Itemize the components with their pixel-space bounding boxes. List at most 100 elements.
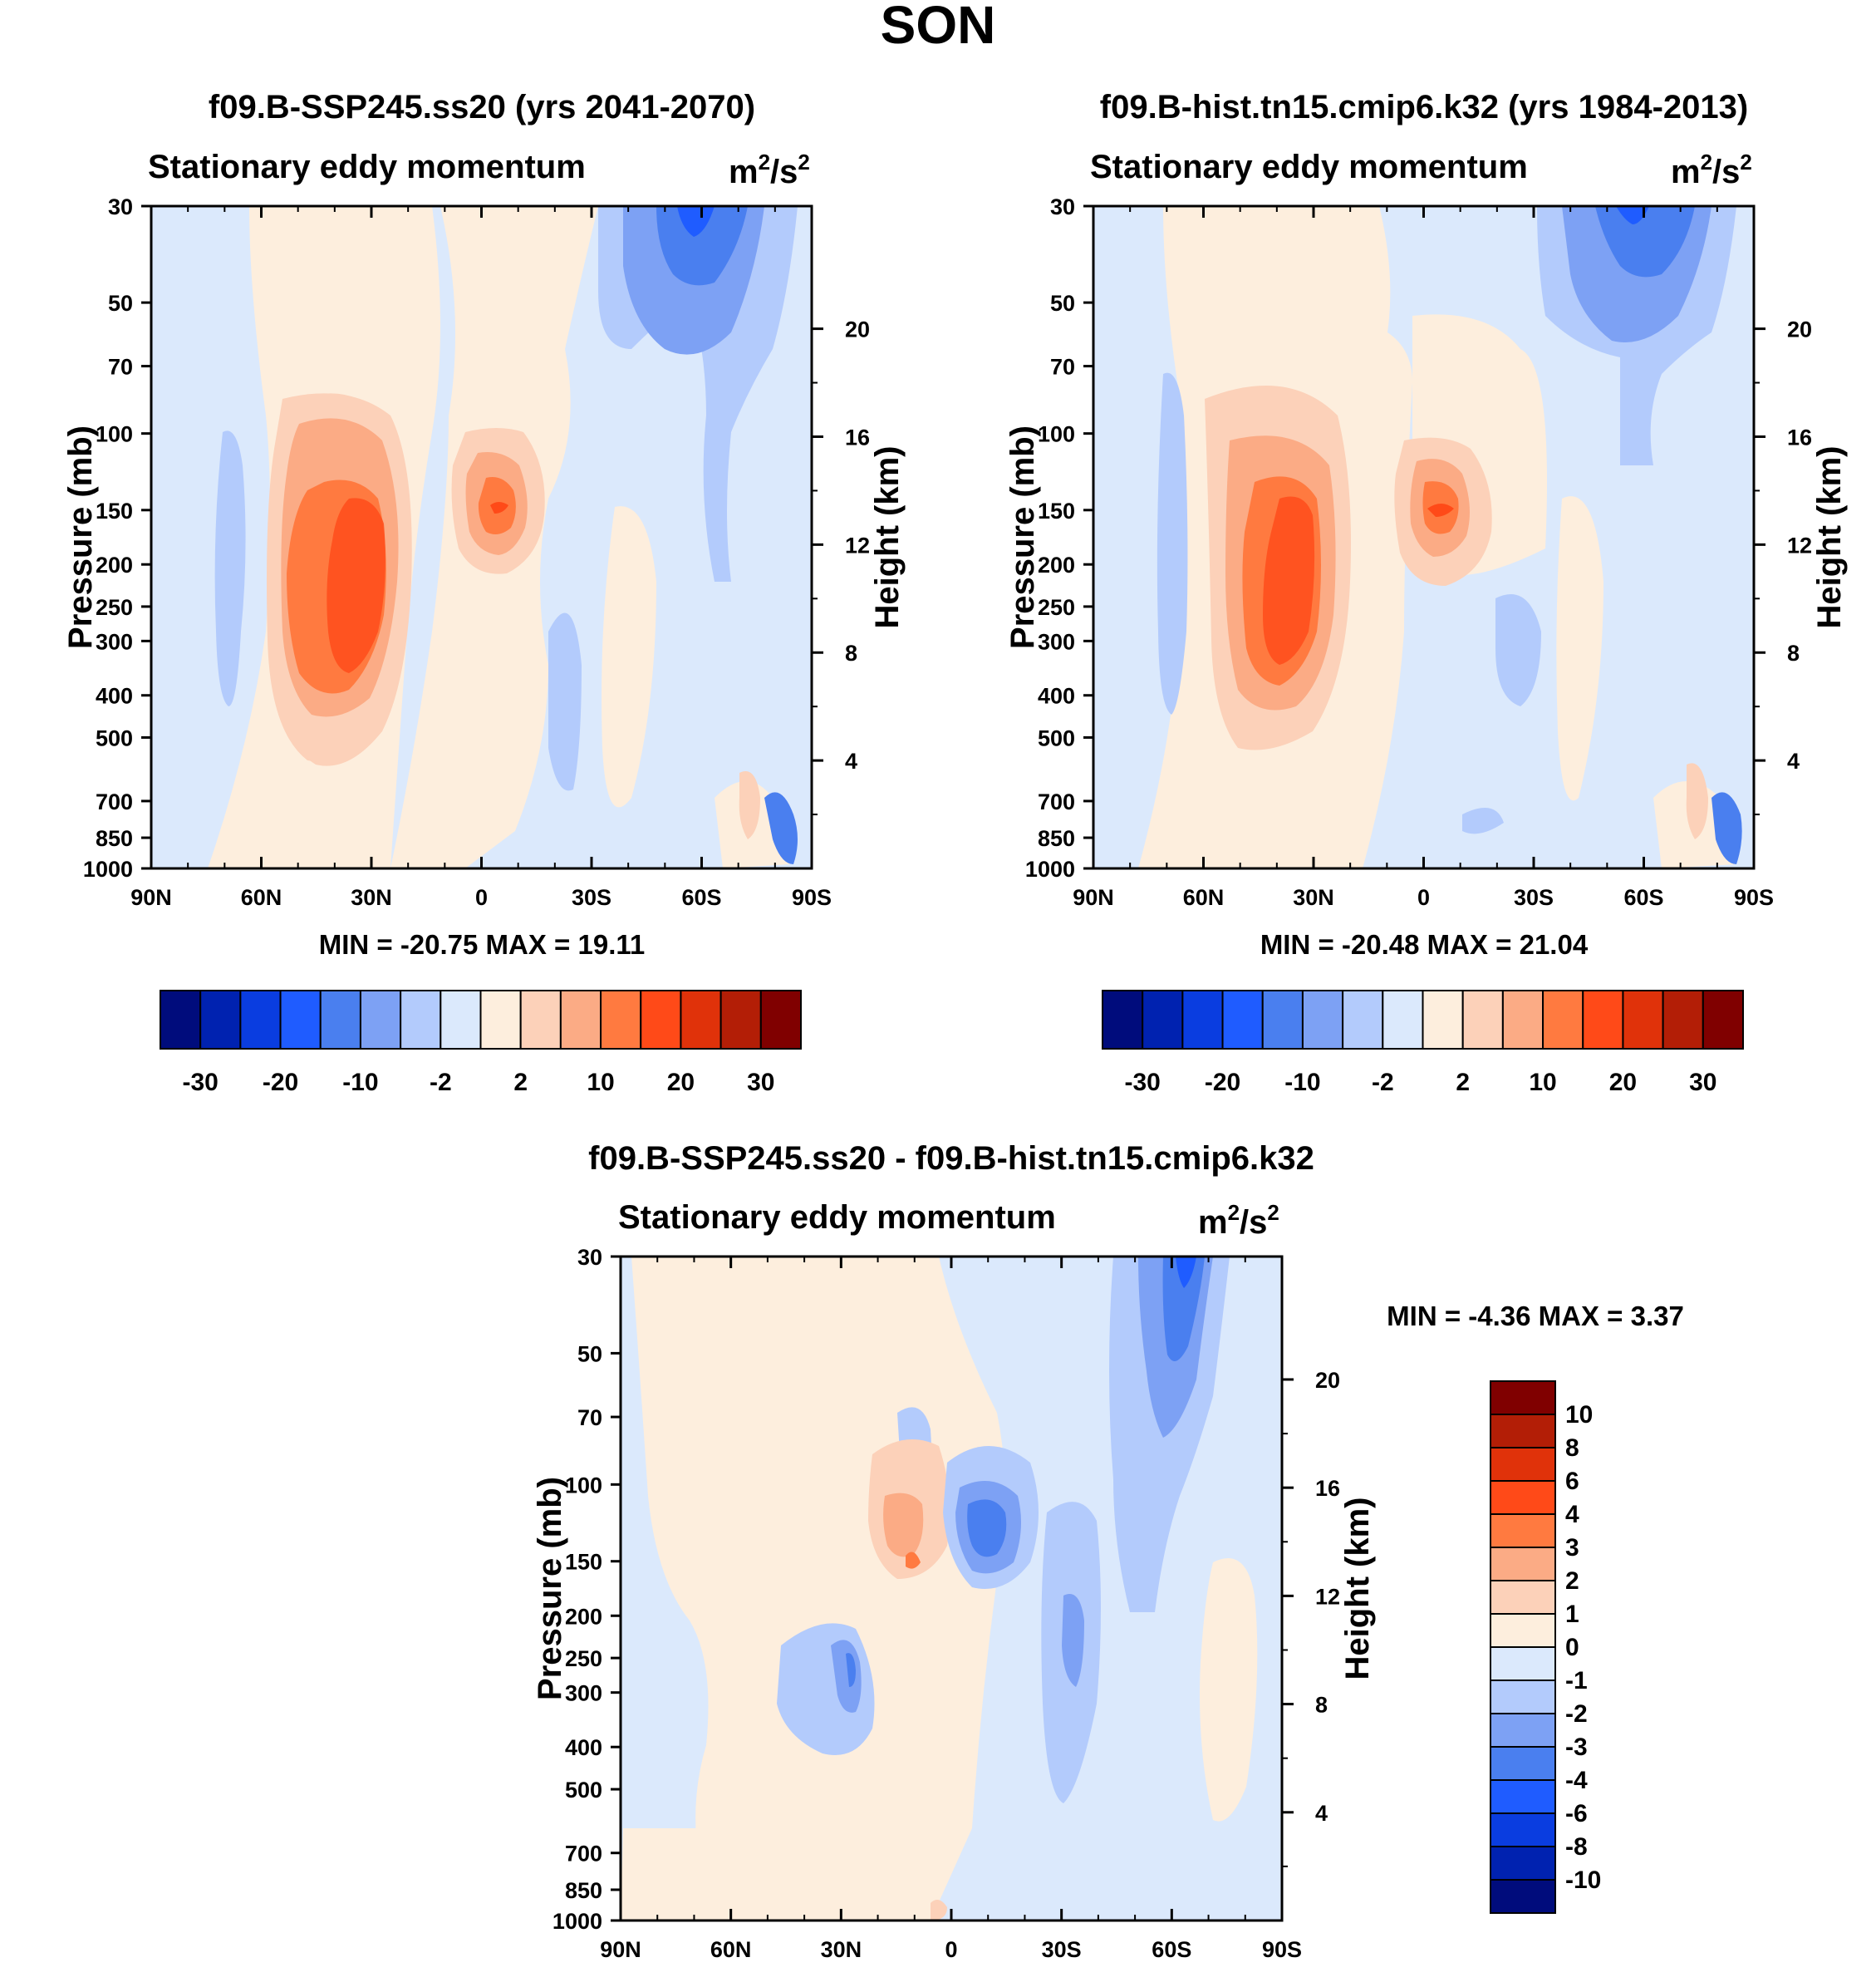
- x-tick-label: 60S: [681, 885, 721, 910]
- x-tick-label: 30S: [1042, 1937, 1082, 1962]
- colorbar-label: 8: [1565, 1434, 1579, 1462]
- colorbar-label: -8: [1565, 1833, 1588, 1861]
- y-tick-label: 100: [565, 1473, 602, 1498]
- y-tick-label: 150: [1038, 499, 1075, 524]
- x-tick-label: 90N: [1073, 885, 1114, 910]
- colorbar-swatch: [319, 990, 361, 1050]
- x-tick-label: 0: [475, 885, 488, 910]
- colorbar-label: 20: [1609, 1069, 1637, 1096]
- colorbar-swatch: [440, 990, 482, 1050]
- y-tick-label: 850: [1038, 826, 1075, 851]
- y-tick-label: 700: [565, 1842, 602, 1866]
- colorbar-label: -20: [1205, 1069, 1240, 1096]
- y-right-tick-label: 8: [1787, 641, 1800, 666]
- colorbar-label: -10: [342, 1069, 378, 1096]
- x-tick-label: 90S: [1262, 1937, 1302, 1962]
- x-tick-label: 60N: [1183, 885, 1225, 910]
- y-tick-label: 50: [1050, 291, 1075, 316]
- y-tick-label: 400: [1038, 684, 1075, 709]
- panel-a-contours: [151, 206, 812, 868]
- x-tick-label: 90S: [792, 885, 832, 910]
- y-tick-label: 100: [1038, 422, 1075, 447]
- y-tick-label: 70: [577, 1405, 602, 1430]
- y-tick-label: 70: [1050, 355, 1075, 380]
- y-tick-label: 500: [1038, 725, 1075, 750]
- colorbar-swatch: [680, 990, 722, 1050]
- panel-a-title: f09.B-SSP245.ss20 (yrs 2041-2070): [209, 89, 755, 125]
- colorbar-swatch: [759, 990, 802, 1050]
- y-right-axis-label: Height (km): [1811, 446, 1848, 629]
- colorbar-swatch: [719, 990, 762, 1050]
- colorbar-label: -2: [430, 1069, 452, 1096]
- colorbar-swatch: [1490, 1613, 1556, 1648]
- y-right-tick-label: 8: [1315, 1693, 1328, 1718]
- x-tick-label: 30S: [572, 885, 611, 910]
- y-right-tick-label: 20: [1315, 1368, 1340, 1393]
- y-tick-label: 30: [108, 194, 133, 219]
- panel-b-colorbar: -30 -20 -10 -2 2 10 20 30: [1102, 990, 1744, 1096]
- colorbar-swatch: [239, 990, 282, 1050]
- colorbar-swatch: [1461, 990, 1504, 1050]
- colorbar-swatch: [519, 990, 562, 1050]
- y-tick-label: 300: [96, 629, 133, 654]
- x-tick-label: 60N: [710, 1937, 752, 1962]
- colorbar-label: 2: [1456, 1069, 1470, 1096]
- y-tick-label: 250: [96, 595, 133, 620]
- colorbar-label: 10: [1529, 1069, 1556, 1096]
- colorbar-swatch: [1261, 990, 1304, 1050]
- panel-c: f09.B-SSP245.ss20 - f09.B-hist.tn15.cmip…: [532, 1140, 1684, 1962]
- y-right-tick-label: 20: [845, 317, 870, 342]
- y-tick-label: 50: [108, 291, 133, 316]
- y-right-tick-label: 12: [1315, 1584, 1340, 1609]
- y-axis-label: Pressure (mb): [532, 1477, 568, 1700]
- colorbar-swatch: [199, 990, 242, 1050]
- colorbar-swatch: [479, 990, 522, 1050]
- colorbar-swatch: [1142, 990, 1184, 1050]
- colorbar-swatch: [600, 990, 642, 1050]
- panel-b-left-subtitle: Stationary eddy momentum: [1090, 149, 1528, 185]
- colorbar-swatch: [1662, 990, 1704, 1050]
- colorbar-swatch: [1542, 990, 1584, 1050]
- y-right-tick-label: 16: [845, 425, 870, 450]
- x-tick-label: 60S: [1623, 885, 1663, 910]
- colorbar-label: -20: [263, 1069, 298, 1096]
- panel-b-units: m2/s2: [1671, 150, 1752, 190]
- colorbar-swatch: [359, 990, 402, 1050]
- colorbar-swatch: [1490, 1779, 1556, 1814]
- y-tick-label: 200: [565, 1604, 602, 1629]
- colorbar-swatch: [1382, 990, 1424, 1050]
- panel-a-left-subtitle: Stationary eddy momentum: [148, 149, 586, 185]
- y-right-tick-label: 16: [1315, 1476, 1340, 1501]
- colorbar-swatch: [1490, 1513, 1556, 1548]
- panel-a-units: m2/s2: [729, 150, 810, 190]
- panel-a-minmax: MIN = -20.75 MAX = 19.11: [319, 929, 646, 960]
- colorbar-swatch: [1301, 990, 1344, 1050]
- y-right-tick-label: 12: [1787, 533, 1812, 558]
- panel-a-colorbar: -30 -20 -10 -2 2 10 20 30: [160, 990, 802, 1096]
- colorbar-swatch: [1490, 1646, 1556, 1681]
- y-tick-label: 1000: [552, 1909, 602, 1934]
- colorbar-label: 30: [747, 1069, 774, 1096]
- panel-c-contours: [621, 1257, 1282, 1921]
- colorbar-swatch: [1490, 1680, 1556, 1714]
- colorbar-label: 4: [1565, 1501, 1579, 1528]
- y-right-tick-label: 20: [1787, 317, 1812, 342]
- y-tick-label: 850: [96, 826, 133, 851]
- y-tick-label: 500: [565, 1778, 602, 1802]
- panel-b-axes: 90N 60N 30N 0 30S 60S 90S 30 50 70 100 150 200 250 300…: [1004, 194, 1848, 910]
- x-tick-label: 30S: [1514, 885, 1554, 910]
- y-tick-label: 30: [1050, 194, 1075, 219]
- colorbar-label: 1: [1565, 1601, 1579, 1628]
- y-tick-label: 250: [565, 1646, 602, 1671]
- colorbar-swatch: [1490, 1480, 1556, 1515]
- colorbar-swatch: [1622, 990, 1664, 1050]
- y-right-tick-label: 4: [845, 749, 857, 774]
- colorbar-label: -6: [1565, 1800, 1588, 1827]
- x-tick-label: 0: [945, 1937, 957, 1962]
- colorbar-swatch: [1490, 1380, 1556, 1415]
- y-axis-label: Pressure (mb): [62, 425, 99, 649]
- panel-a-axes: 90N 60N 30N 0 30S 60S 90S 30 50 70 100 150 200 250 300…: [62, 194, 906, 910]
- panel-b: f09.B-hist.tn15.cmip6.k32 (yrs 1984-2013…: [1004, 89, 1848, 1096]
